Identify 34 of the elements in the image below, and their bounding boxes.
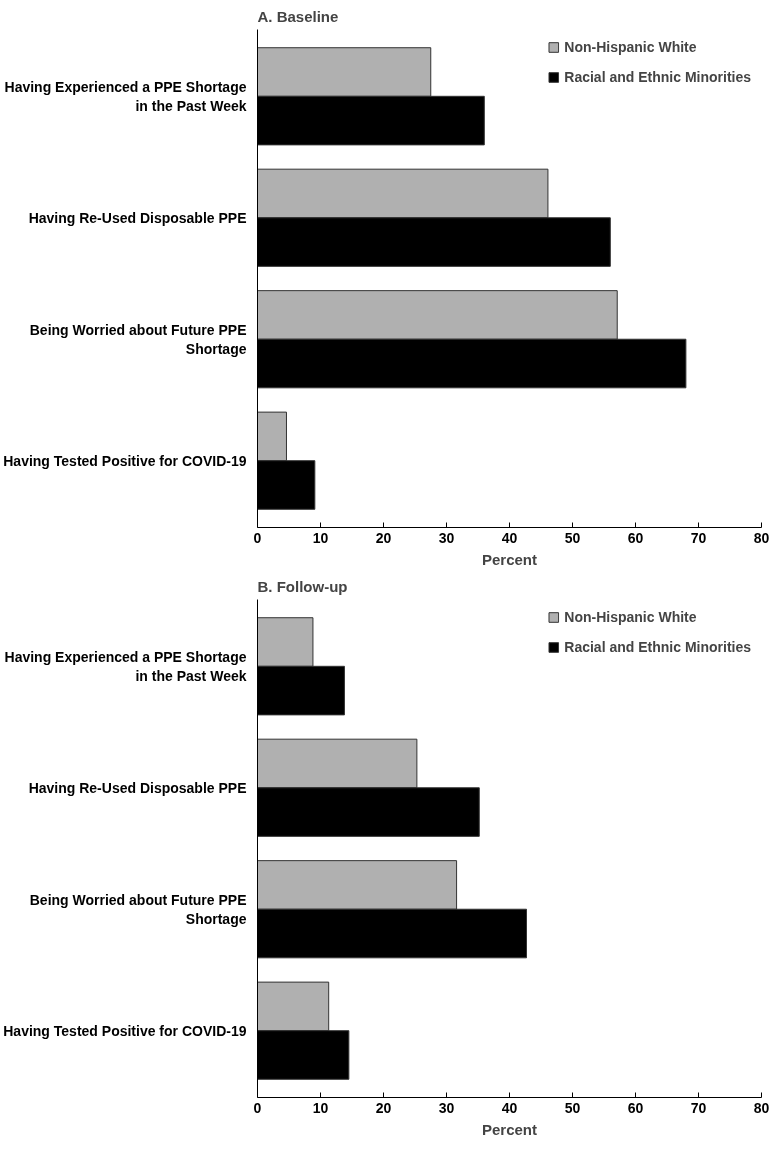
x-tick-label: 40 xyxy=(501,1099,518,1116)
x-tick-label: 0 xyxy=(253,1099,262,1116)
legend-label: Racial and Ethnic Minorities xyxy=(564,69,751,85)
x-tick-label: 70 xyxy=(690,1099,707,1116)
legend-label: Non-Hispanic White xyxy=(564,39,697,55)
x-tick-label: 20 xyxy=(375,529,392,546)
x-tick-label: 60 xyxy=(627,529,644,546)
x-tick-label: 30 xyxy=(438,1099,455,1116)
x-tick-label: 30 xyxy=(438,529,455,546)
y-tick-label: Having Tested Positive for COVID-19 xyxy=(3,452,247,469)
x-tick-label: 40 xyxy=(501,529,518,546)
x-tick-label: 60 xyxy=(627,1099,644,1116)
legend-label: Racial and Ethnic Minorities xyxy=(564,639,751,655)
x-tick-label: 50 xyxy=(564,529,581,546)
x-axis-title: Percent xyxy=(481,1120,538,1138)
x-tick-label: 0 xyxy=(253,529,262,546)
x-tick-label: 10 xyxy=(312,1099,329,1116)
y-tick-label: Having Re-Used Disposable PPE xyxy=(28,779,247,796)
legend-label: Non-Hispanic White xyxy=(564,609,697,625)
y-tick-label: Having Re-Used Disposable PPE xyxy=(28,209,247,226)
x-tick-label: 10 xyxy=(312,529,329,546)
x-tick-label: 80 xyxy=(753,1099,770,1116)
y-tick-label: Having Experienced a PPE Shortage in the Past Week xyxy=(4,78,247,114)
x-tick-label: 20 xyxy=(375,1099,392,1116)
chart-title: A. Baseline xyxy=(257,7,339,25)
y-tick-label: Having Experienced a PPE Shortage in the Past Week xyxy=(4,648,247,684)
chart-title: B. Follow-up xyxy=(257,577,348,595)
x-tick-label: 70 xyxy=(690,529,707,546)
x-tick-label: 50 xyxy=(564,1099,581,1116)
y-tick-label: Having Tested Positive for COVID-19 xyxy=(3,1022,247,1039)
x-axis-title: Percent xyxy=(481,550,538,568)
y-tick-label: Being Worried about Future PPE Shortage xyxy=(29,321,247,357)
y-tick-label: Being Worried about Future PPE Shortage xyxy=(29,891,247,927)
x-tick-label: 80 xyxy=(753,529,770,546)
